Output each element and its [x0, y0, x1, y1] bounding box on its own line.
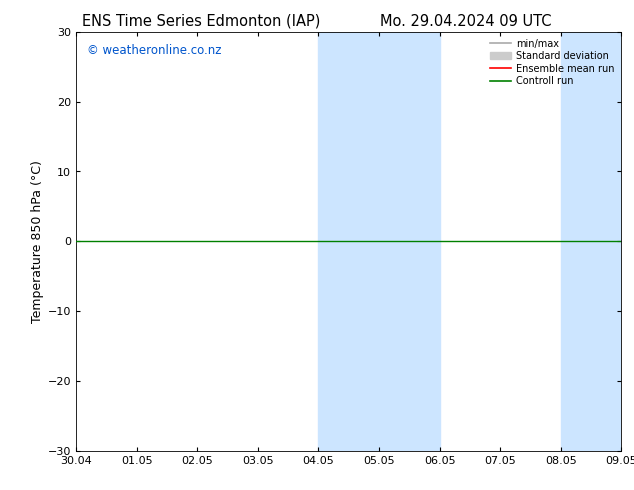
Text: ENS Time Series Edmonton (IAP): ENS Time Series Edmonton (IAP): [82, 14, 321, 29]
Bar: [560, 32, 621, 451]
Text: © weatheronline.co.nz: © weatheronline.co.nz: [87, 45, 221, 57]
Bar: [318, 32, 379, 451]
Y-axis label: Temperature 850 hPa (°C): Temperature 850 hPa (°C): [30, 160, 44, 323]
Legend: min/max, Standard deviation, Ensemble mean run, Controll run: min/max, Standard deviation, Ensemble me…: [488, 37, 616, 88]
Bar: [379, 32, 439, 451]
Text: Mo. 29.04.2024 09 UTC: Mo. 29.04.2024 09 UTC: [380, 14, 552, 29]
